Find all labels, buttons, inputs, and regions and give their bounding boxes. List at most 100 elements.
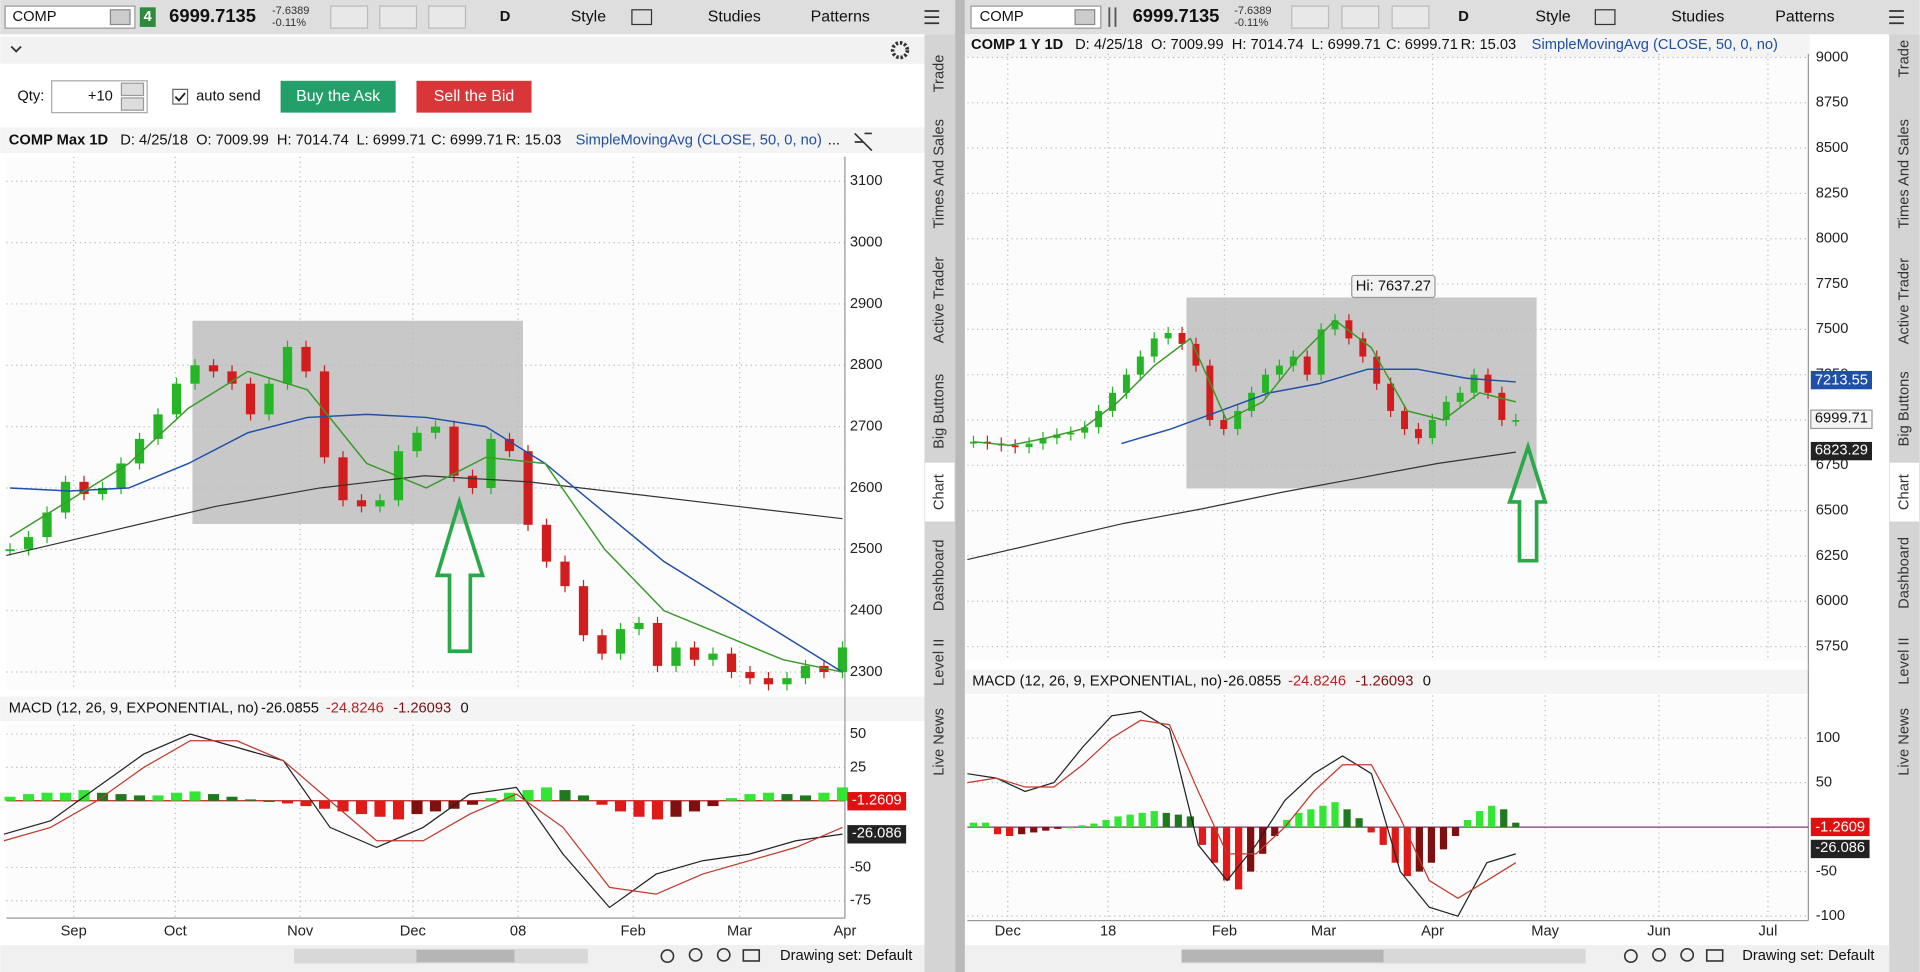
y-tick-label: 2400	[850, 603, 883, 619]
candle	[486, 438, 496, 488]
arrow-drawing[interactable]	[1507, 440, 1548, 563]
aggregation[interactable]: D	[500, 9, 511, 25]
side-tab[interactable]: Live News	[932, 708, 948, 776]
symbol[interactable]: COMP	[980, 9, 1024, 25]
drawing-set[interactable]: Drawing set: Default	[780, 948, 912, 964]
side-tab[interactable]: Dashboard	[1896, 537, 1912, 609]
macd-bar	[226, 796, 238, 801]
x-tick-label: 08	[510, 923, 526, 939]
buy-button[interactable]	[280, 80, 396, 113]
side-tab[interactable]: Chart	[932, 474, 948, 510]
sma200-line	[967, 451, 1516, 561]
dropdown[interactable]	[109, 9, 131, 26]
macd-bar	[1343, 809, 1351, 828]
patterns-menu[interactable]: Patterns	[1775, 8, 1834, 25]
side-tab[interactable]: Big Buttons	[1896, 371, 1912, 446]
collapse-icon[interactable]	[10, 45, 22, 53]
symbol-box[interactable]	[4, 5, 136, 29]
y-tick-label: 6000	[1816, 593, 1849, 609]
macd-bar	[1403, 827, 1411, 877]
candle	[597, 635, 607, 654]
style-menu[interactable]: Style	[571, 8, 607, 25]
tab-selected[interactable]	[1889, 462, 1920, 522]
macd-bar	[1463, 819, 1472, 828]
scroll-thumb[interactable]	[416, 949, 515, 963]
highlight-box[interactable]	[192, 320, 523, 524]
last-price: 6999.7135	[169, 5, 256, 26]
style-menu[interactable]: Style	[1535, 8, 1571, 25]
flask-button[interactable]	[1341, 5, 1380, 29]
x-tick-label: Jun	[1647, 923, 1671, 939]
candle	[1039, 438, 1047, 444]
studies-menu[interactable]: Studies	[1671, 8, 1724, 25]
flask-button[interactable]	[379, 5, 418, 29]
side-tab[interactable]: Active Trader	[932, 257, 948, 344]
macd-bar	[485, 798, 497, 801]
sell-label[interactable]: Sell the Bid	[434, 88, 514, 105]
header-more[interactable]: ...	[828, 133, 840, 149]
layout-icon[interactable]	[631, 9, 653, 26]
crosshair-toggle[interactable]	[854, 132, 873, 152]
macd-badge	[847, 825, 907, 844]
share-button[interactable]	[330, 5, 369, 29]
symbol[interactable]: COMP	[12, 9, 56, 25]
candle	[652, 622, 663, 666]
candle	[1053, 434, 1061, 439]
side-tab[interactable]: Chart	[1896, 474, 1912, 510]
arrow-drawing[interactable]	[434, 495, 486, 654]
macd-bar	[1186, 816, 1195, 828]
studies-menu[interactable]: Studies	[708, 8, 761, 25]
patterns-menu[interactable]: Patterns	[811, 8, 870, 25]
x-tick-label: Feb	[1212, 923, 1237, 939]
zoom-icons[interactable]	[660, 947, 1724, 964]
candle	[689, 647, 700, 660]
auto-send-checkbox[interactable]	[172, 88, 189, 105]
side-tab[interactable]: Times And Sales	[1896, 119, 1912, 229]
aggregation[interactable]: D	[1458, 9, 1469, 25]
link-icon[interactable]	[1108, 7, 1117, 27]
menu-icon[interactable]	[1889, 10, 1904, 25]
candle	[1234, 410, 1242, 430]
candle	[1164, 332, 1172, 339]
side-tab[interactable]: Active Trader	[1896, 258, 1912, 345]
gear-icon[interactable]	[890, 41, 910, 60]
highlight-box[interactable]	[1186, 297, 1537, 489]
symbol-box[interactable]	[970, 5, 1102, 29]
menu-icon[interactable]	[924, 10, 940, 25]
tab-selected[interactable]	[925, 462, 955, 522]
drawing-set[interactable]: Drawing set: Default	[1742, 948, 1874, 964]
candle	[837, 647, 848, 673]
macd-bar	[969, 822, 978, 828]
settings-button[interactable]	[428, 5, 467, 29]
candle	[1289, 356, 1297, 366]
link-badge[interactable]	[139, 7, 156, 27]
side-tab[interactable]: Times And Sales	[932, 119, 948, 229]
side-tab[interactable]: Level II	[1896, 637, 1912, 684]
sell-button[interactable]	[416, 80, 532, 113]
side-tab[interactable]: Live News	[1896, 708, 1912, 776]
qty-value[interactable]: +10	[88, 89, 113, 105]
side-tab[interactable]: Trade	[932, 55, 948, 93]
candle	[1345, 320, 1353, 339]
macd-bar	[115, 794, 127, 801]
scroll-thumb[interactable]	[1181, 949, 1384, 963]
dropdown[interactable]	[1074, 9, 1096, 26]
layout-icon[interactable]	[1594, 9, 1616, 26]
candle	[1122, 374, 1130, 393]
qty-up[interactable]	[120, 82, 145, 97]
side-tab[interactable]: Dashboard	[932, 539, 948, 611]
candle	[1206, 365, 1214, 420]
sma-fast-line	[973, 319, 1516, 447]
qty-down[interactable]	[120, 97, 145, 111]
side-tab[interactable]: Trade	[1896, 40, 1912, 78]
macd-bar	[374, 800, 386, 817]
x-tick-label: Jul	[1759, 923, 1778, 939]
candle	[671, 647, 681, 666]
share-button[interactable]	[1291, 5, 1330, 29]
buy-label[interactable]: Buy the Ask	[296, 88, 380, 105]
settings-button[interactable]	[1391, 5, 1430, 29]
price-badge	[1810, 409, 1873, 430]
header-date: D: 4/25/18	[120, 133, 188, 149]
side-tab[interactable]: Level II	[932, 639, 948, 686]
side-tab[interactable]: Big Buttons	[932, 374, 948, 449]
